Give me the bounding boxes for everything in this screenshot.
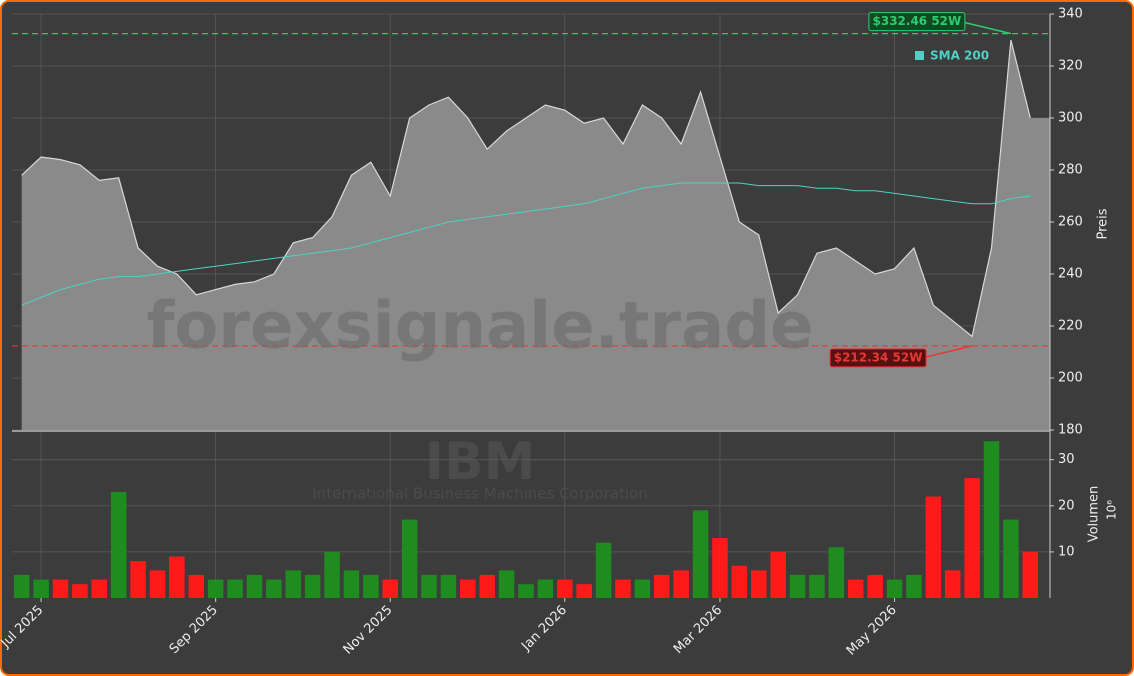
volume-bar: [440, 574, 457, 598]
price-area: [21, 40, 1050, 430]
high-label-box: [868, 12, 966, 32]
y-tick-label: 300: [1058, 111, 1083, 126]
volume-bar: [673, 570, 689, 598]
volume-bar: [964, 478, 980, 598]
ticker-watermark: IBM: [425, 432, 536, 492]
high-arrow: [960, 20, 1012, 35]
volume-bar: [130, 561, 146, 598]
price-line: [21, 39, 1031, 338]
y2-axis-label: Volumen: [1087, 486, 1102, 543]
watermark: forexsignale.trade: [147, 290, 814, 364]
y-tick-label: 180: [1058, 423, 1083, 438]
y2-tick-label: 30: [1058, 452, 1075, 467]
volume-bar: [809, 574, 825, 598]
volume-bar: [944, 570, 961, 598]
volume-bar: [557, 579, 573, 598]
volume-bar: [886, 579, 903, 598]
volume-bar: [712, 538, 728, 598]
volume-bar: [518, 584, 534, 598]
volume-bar: [72, 584, 88, 598]
volume-bar: [576, 584, 592, 598]
volume-bar: [867, 574, 883, 598]
volume-bar: [692, 510, 709, 598]
volume-bar: [654, 574, 670, 598]
volume-bar: [304, 574, 321, 598]
volume-bar: [925, 496, 942, 598]
y-tick-label: 260: [1058, 215, 1083, 230]
volume-bar: [828, 547, 845, 598]
volume-bar: [363, 574, 379, 598]
volume-bar: [731, 565, 748, 598]
y-tick-label: 320: [1058, 59, 1083, 74]
volume-bar: [1003, 519, 1019, 598]
volume-bar: [983, 441, 1000, 598]
volume-bar: [460, 579, 476, 598]
volume-bar: [207, 579, 224, 598]
volume-bar: [906, 574, 922, 598]
volume-bar: [750, 570, 767, 598]
volume-bar: [343, 570, 360, 598]
volume-bar: [789, 574, 806, 598]
volume-bar: [52, 579, 69, 598]
volume-bar: [188, 574, 205, 598]
volume-bar: [401, 519, 418, 598]
plot: [12, 13, 1050, 598]
volume-bar: [169, 556, 185, 598]
volume-bar: [266, 579, 282, 598]
y-tick-label: 280: [1058, 163, 1083, 178]
volume-bar: [634, 579, 651, 598]
volume-bar: [324, 551, 340, 598]
sma-line: [21, 182, 1031, 306]
volume-bar: [770, 551, 786, 598]
volume-bar: [382, 579, 398, 598]
volume-bar: [537, 579, 554, 598]
y2-tick-label: 10: [1058, 544, 1075, 559]
y2-axis-unit: 10⁶: [1105, 500, 1119, 520]
volume-bar: [847, 579, 864, 598]
y-tick-label: 220: [1058, 319, 1083, 334]
y-tick-label: 340: [1058, 7, 1083, 22]
volume-bar: [615, 579, 631, 598]
volume-bar: [421, 574, 437, 598]
volume-bar: [595, 542, 612, 598]
volume-bar: [13, 574, 30, 598]
volume-bar: [479, 574, 495, 598]
legend-label: SMA 200: [930, 49, 989, 63]
y-axis-label: Preis: [1096, 208, 1111, 239]
legend-swatch: [915, 51, 924, 60]
volume-bar: [149, 570, 166, 598]
high-label: $332.46 52W: [873, 14, 962, 28]
low-label: $212.34 52W: [834, 350, 923, 364]
y2-tick-label: 20: [1058, 498, 1075, 513]
volume-bar: [227, 579, 243, 598]
volume-bar: [246, 574, 263, 598]
y-tick-label: 240: [1058, 267, 1083, 282]
company-watermark: International Business Machines Corporat…: [312, 485, 647, 503]
volume-bar: [1022, 551, 1039, 598]
volume-bar: [91, 579, 108, 598]
volume-bar: [285, 570, 302, 598]
volume-bar: [110, 491, 127, 598]
low-arrow: [921, 345, 973, 359]
y-tick-label: 200: [1058, 371, 1083, 386]
low-label-box: [829, 348, 927, 368]
volume-bar: [498, 570, 515, 598]
volume-bar: [33, 579, 49, 598]
